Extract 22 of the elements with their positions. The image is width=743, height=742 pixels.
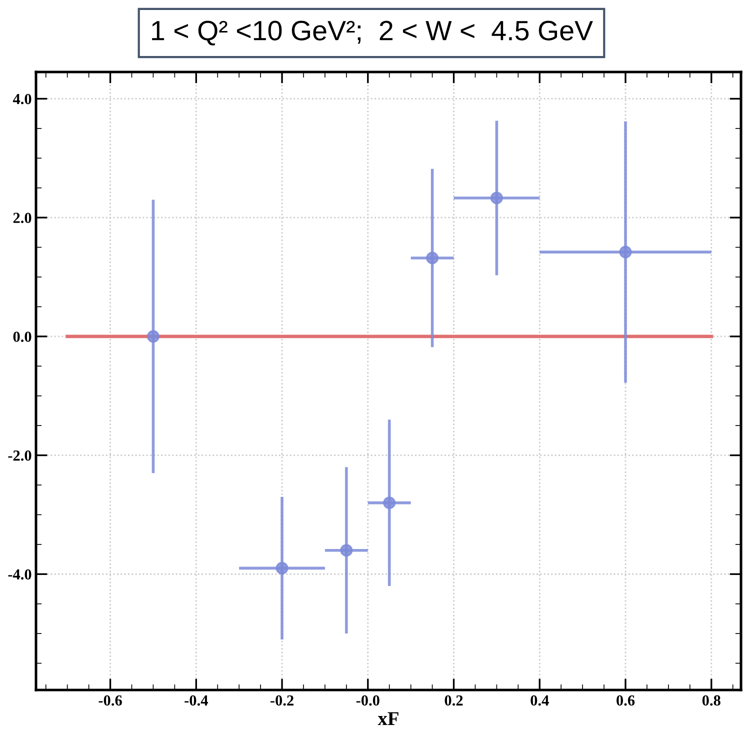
chart-title: 1 < Q² <10 GeV²; 2 < W < 4.5 GeV [152,20,593,46]
x-tick-label: -0.0 [356,695,380,706]
x-tick-label: -0.4 [184,695,208,706]
point [426,252,439,264]
x-tick-label: 0.2 [444,695,463,706]
point [340,544,353,557]
point [490,192,503,204]
x-tick-label: -0.6 [98,695,122,706]
point [146,330,160,343]
x-tick-label: -0.2 [270,695,294,706]
point [383,496,396,510]
y-tick-label: -2.0 [8,450,32,461]
point [619,246,632,258]
point [276,562,288,574]
y-tick-label: -4.0 [8,569,32,580]
x-tick-label: 0.8 [702,695,720,706]
y-tick-label: 0.0 [13,332,32,342]
y-tick-label: 2.0 [13,212,32,224]
x-tick-label: 0.4 [530,695,549,706]
x-axis-title: xF [378,712,398,725]
x-tick-label: 0.6 [616,695,635,706]
y-tick-label: 4.0 [12,94,32,104]
